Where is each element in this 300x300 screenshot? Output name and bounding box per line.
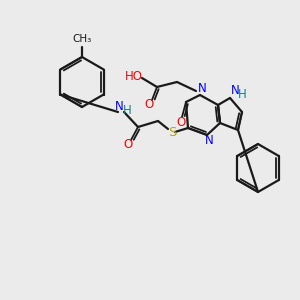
- Text: O: O: [144, 98, 154, 112]
- Text: H: H: [238, 88, 246, 100]
- Text: HO: HO: [125, 70, 143, 83]
- Text: H: H: [123, 103, 131, 116]
- Text: N: N: [205, 134, 213, 148]
- Text: S: S: [168, 125, 176, 139]
- Text: CH₃: CH₃: [72, 34, 92, 44]
- Text: N: N: [198, 82, 206, 94]
- Text: O: O: [123, 139, 133, 152]
- Text: O: O: [176, 116, 186, 130]
- Text: N: N: [231, 85, 239, 98]
- Text: N: N: [115, 100, 123, 113]
